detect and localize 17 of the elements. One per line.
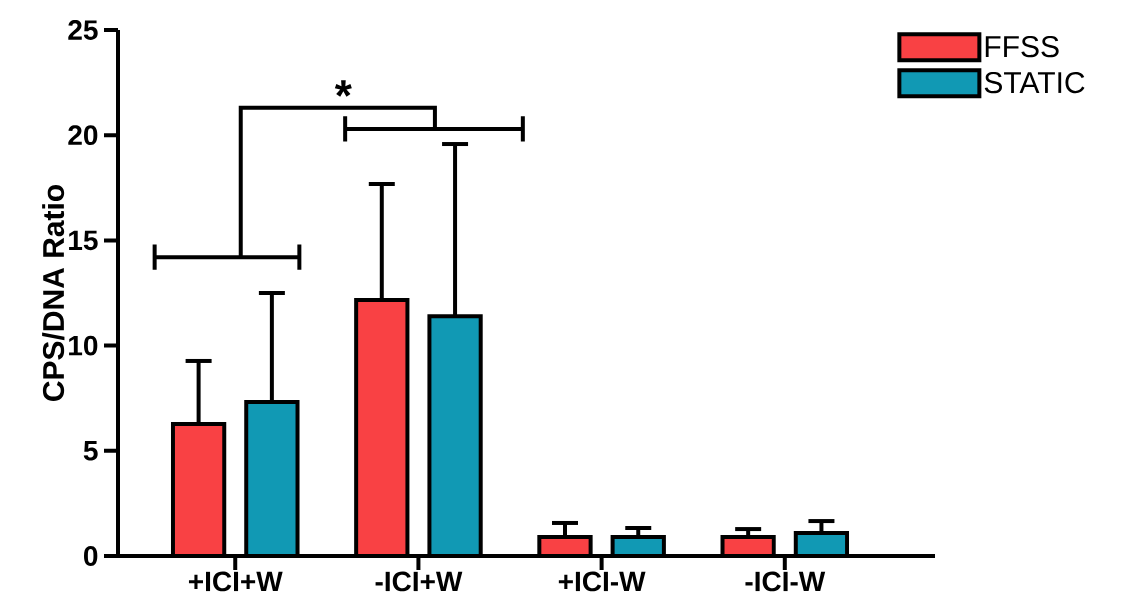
legend-label: FFSS (985, 35, 1059, 58)
bar (356, 299, 408, 556)
y-tick-label: 10 (69, 335, 98, 356)
y-axis-title: CPS/DNA Ratio (42, 185, 65, 401)
x-tick-label: +ICI-W (558, 571, 646, 592)
annotation: * (334, 80, 352, 97)
bar (246, 401, 298, 556)
y-tick-label: 25 (68, 20, 98, 40)
x-tick-label: -ICI+W (375, 571, 463, 592)
legend-label: STATIC (984, 71, 1085, 94)
bar (429, 316, 481, 556)
x-tick-label: -ICI-W (745, 571, 826, 592)
y-tick-label: 20 (68, 125, 98, 146)
y-tick-label: 15 (69, 230, 98, 251)
x-tick-label: +ICI+W (188, 571, 283, 592)
y-tick-label: 5 (83, 441, 98, 461)
y-tick-label: 0 (84, 546, 98, 566)
